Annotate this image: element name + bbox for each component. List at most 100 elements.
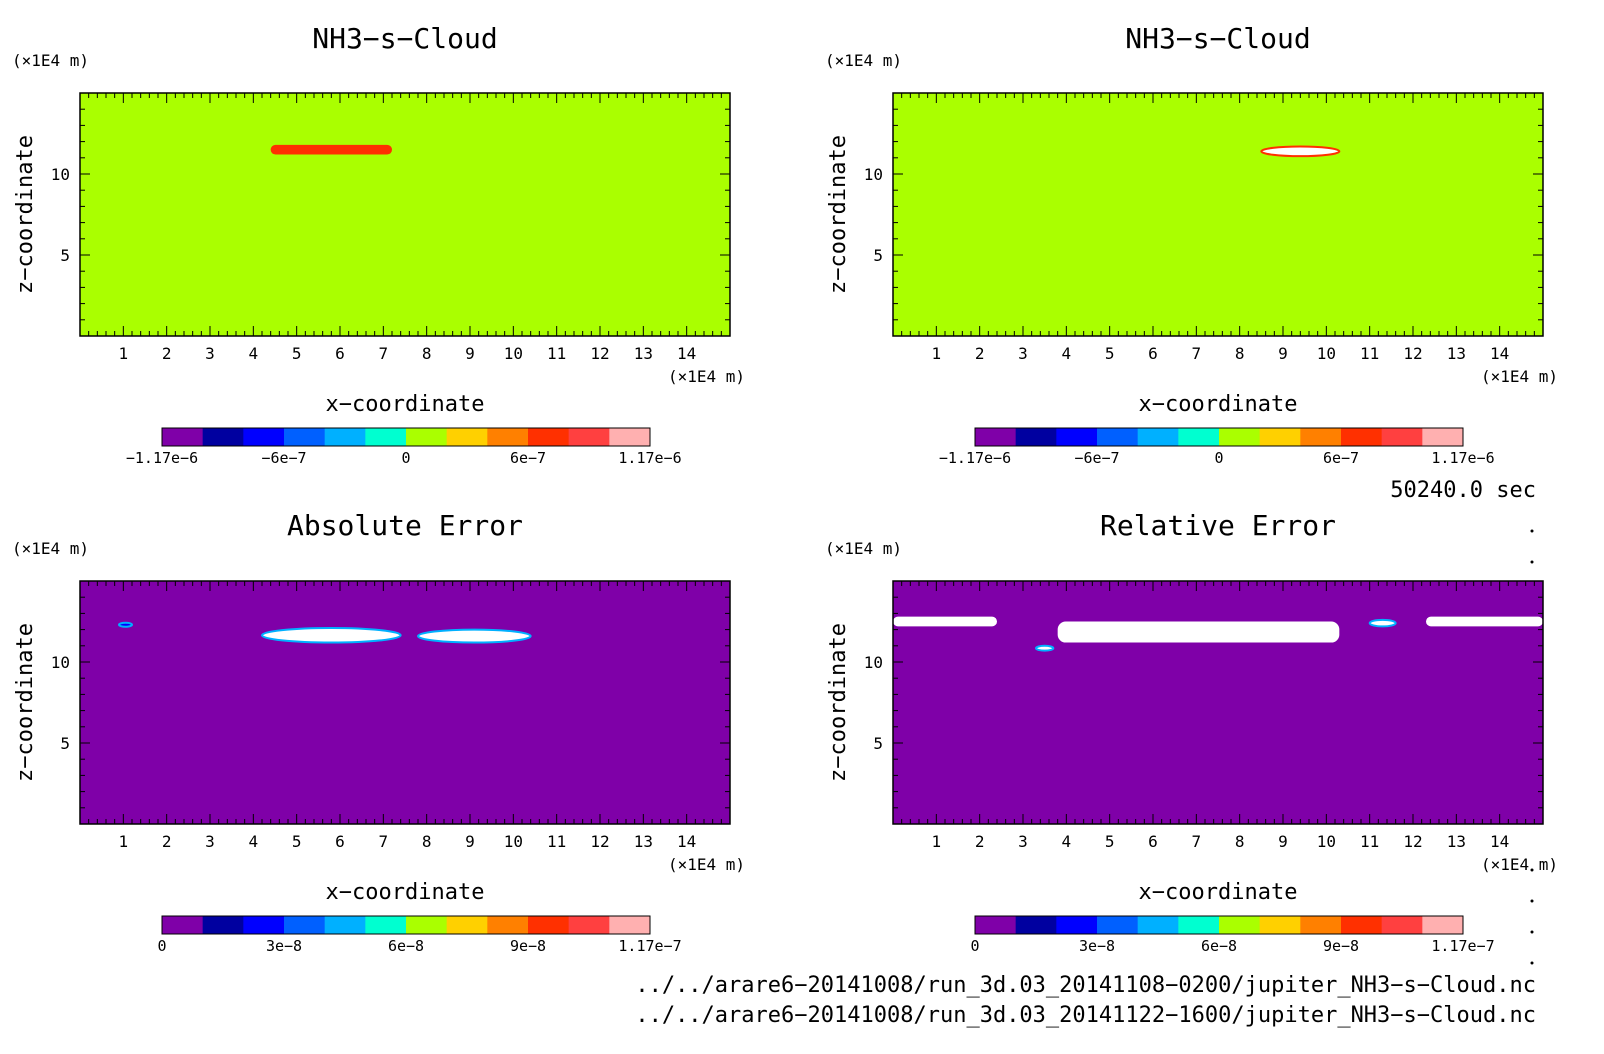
data-feature-2 [1057,621,1340,643]
y-axis-unit: (×1E4 m) [12,539,89,558]
colorbar-swatch [162,916,204,934]
colorbar-tick-label: 6e−7 [1323,449,1359,467]
colorbar-swatch [1341,916,1383,934]
colorbar-swatch [324,916,366,934]
colorbar-swatch [528,428,570,446]
data-feature-3 [1035,644,1055,652]
x-tick-label: 12 [1403,344,1422,363]
x-tick-label: 11 [1360,344,1379,363]
colorbar-tick-label: 6e−7 [510,449,546,467]
x-tick-label: 11 [547,344,566,363]
y-axis-unit: (×1E4 m) [825,539,902,558]
x-tick-label: 14 [677,832,696,851]
y-tick-label: 10 [51,165,70,184]
colorbar-swatch [487,428,529,446]
colorbar-tick-label: 1.17e−7 [1431,937,1494,955]
x-tick-label: 1 [932,832,942,851]
x-tick-label: 2 [162,344,172,363]
colorbar-swatch [1341,428,1383,446]
plot-frame [892,580,1544,825]
colorbar-swatch [568,428,610,446]
x-tick-label: 2 [975,344,985,363]
x-tick-label: 3 [1018,832,1028,851]
chart-title: Relative Error [1100,509,1336,542]
colorbar-tick-label: 0 [1214,449,1223,467]
colorbar-tick-label: 0 [401,449,410,467]
colorbar-tick-label: −1.17e−6 [126,449,198,467]
data-feature-1 [893,616,997,627]
colorbar-swatch [1097,916,1139,934]
colorbar-swatch [1259,916,1301,934]
colorbar-tick-label: 6e−8 [1201,937,1237,955]
chart-panel-4: Relative Error(×1E4 m)1 2 3 4 5 6 7 8 9 10 11 12 13 1… [825,509,1558,955]
colorbar-swatch [406,916,448,934]
colorbar: −1.17e−6 −6e−7 0 6e−7 1.17e−6 [939,427,1495,467]
colorbar-swatch [1178,916,1220,934]
colorbar-swatch [1219,428,1261,446]
y-tick-label: 10 [864,165,883,184]
x-tick-label: 12 [590,344,609,363]
x-tick-label: 2 [975,832,985,851]
footer-file-path-1: ../../arare6−20141008/run_3d.03_20141108… [635,973,1536,998]
x-axis-unit: (×1E4 m) [1481,855,1558,874]
x-tick-label: 7 [1192,344,1202,363]
data-feature-5 [1426,616,1543,627]
chart-title: Absolute Error [287,509,523,542]
colorbar-swatch [365,428,407,446]
x-tick-label: 10 [504,344,523,363]
chart-panel-2: NH3−s−Cloud(×1E4 m)1 2 3 4 5 6 7 8 9 10 11 12 13 1451… [825,22,1558,467]
x-tick-label: 7 [379,344,389,363]
x-tick-label: 9 [1278,832,1288,851]
colorbar-swatch [1137,428,1179,446]
data-feature-3 [118,621,133,628]
x-tick-label: 4 [1062,832,1072,851]
x-tick-label: 5 [292,832,302,851]
x-tick-label: 4 [249,344,259,363]
colorbar-swatch [446,916,488,934]
x-tick-label: 3 [205,344,215,363]
x-tick-label: 13 [1447,832,1466,851]
colorbar-swatch [1300,428,1342,446]
x-axis-unit: (×1E4 m) [1481,367,1558,386]
colorbar-tick-label: −6e−7 [261,449,306,467]
chart-panel-3: Absolute Error(×1E4 m)1 2 3 4 5 6 7 8 9 10 11 12 13 1… [12,509,745,955]
y-tick-label: 5 [60,246,70,265]
colorbar-swatch [1422,916,1464,934]
colorbar-swatch [202,916,244,934]
y-tick-label: 5 [60,734,70,753]
colorbar-tick-label: 0 [157,937,166,955]
x-tick-label: 8 [422,832,432,851]
colorbar-tick-label: 3e−8 [266,937,302,955]
colorbar-tick-label: 1.17e−6 [1431,449,1494,467]
colorbar-swatch [1178,428,1220,446]
colorbar-swatch [1381,916,1423,934]
colorbar-swatch [284,428,326,446]
time-label: 50240.0 sec [1390,478,1536,503]
x-axis-label: x−coordinate [326,880,485,905]
x-tick-label: 11 [547,832,566,851]
colorbar-swatch [243,428,285,446]
x-tick-label: 6 [335,832,345,851]
x-tick-label: 12 [1403,832,1422,851]
colorbar-tick-label: 3e−8 [1079,937,1115,955]
y-axis-label: z−coordinate [13,623,38,782]
colorbar-tick-label: 0 [970,937,979,955]
colorbar-swatch [568,916,610,934]
colorbar-swatch [1300,916,1342,934]
chart-panel-1: NH3−s−Cloud(×1E4 m)1 2 3 4 5 6 7 8 9 10 11 12 13 1451… [12,22,745,467]
colorbar-swatch [202,428,244,446]
colorbar-swatch [324,428,366,446]
x-axis-label: x−coordinate [326,392,485,417]
x-axis-unit: (×1E4 m) [668,855,745,874]
colorbar-tick-label: −1.17e−6 [939,449,1011,467]
colorbar: 0 3e−8 6e−8 9e−8 1.17e−7 [970,915,1495,955]
x-tick-label: 14 [677,344,696,363]
y-axis-label: z−coordinate [13,135,38,294]
colorbar-swatch [1056,428,1098,446]
colorbar-swatch [609,916,651,934]
colorbar-swatch [975,428,1017,446]
colorbar-swatch [1381,428,1423,446]
x-tick-label: 14 [1490,344,1509,363]
x-tick-label: 5 [1105,832,1115,851]
